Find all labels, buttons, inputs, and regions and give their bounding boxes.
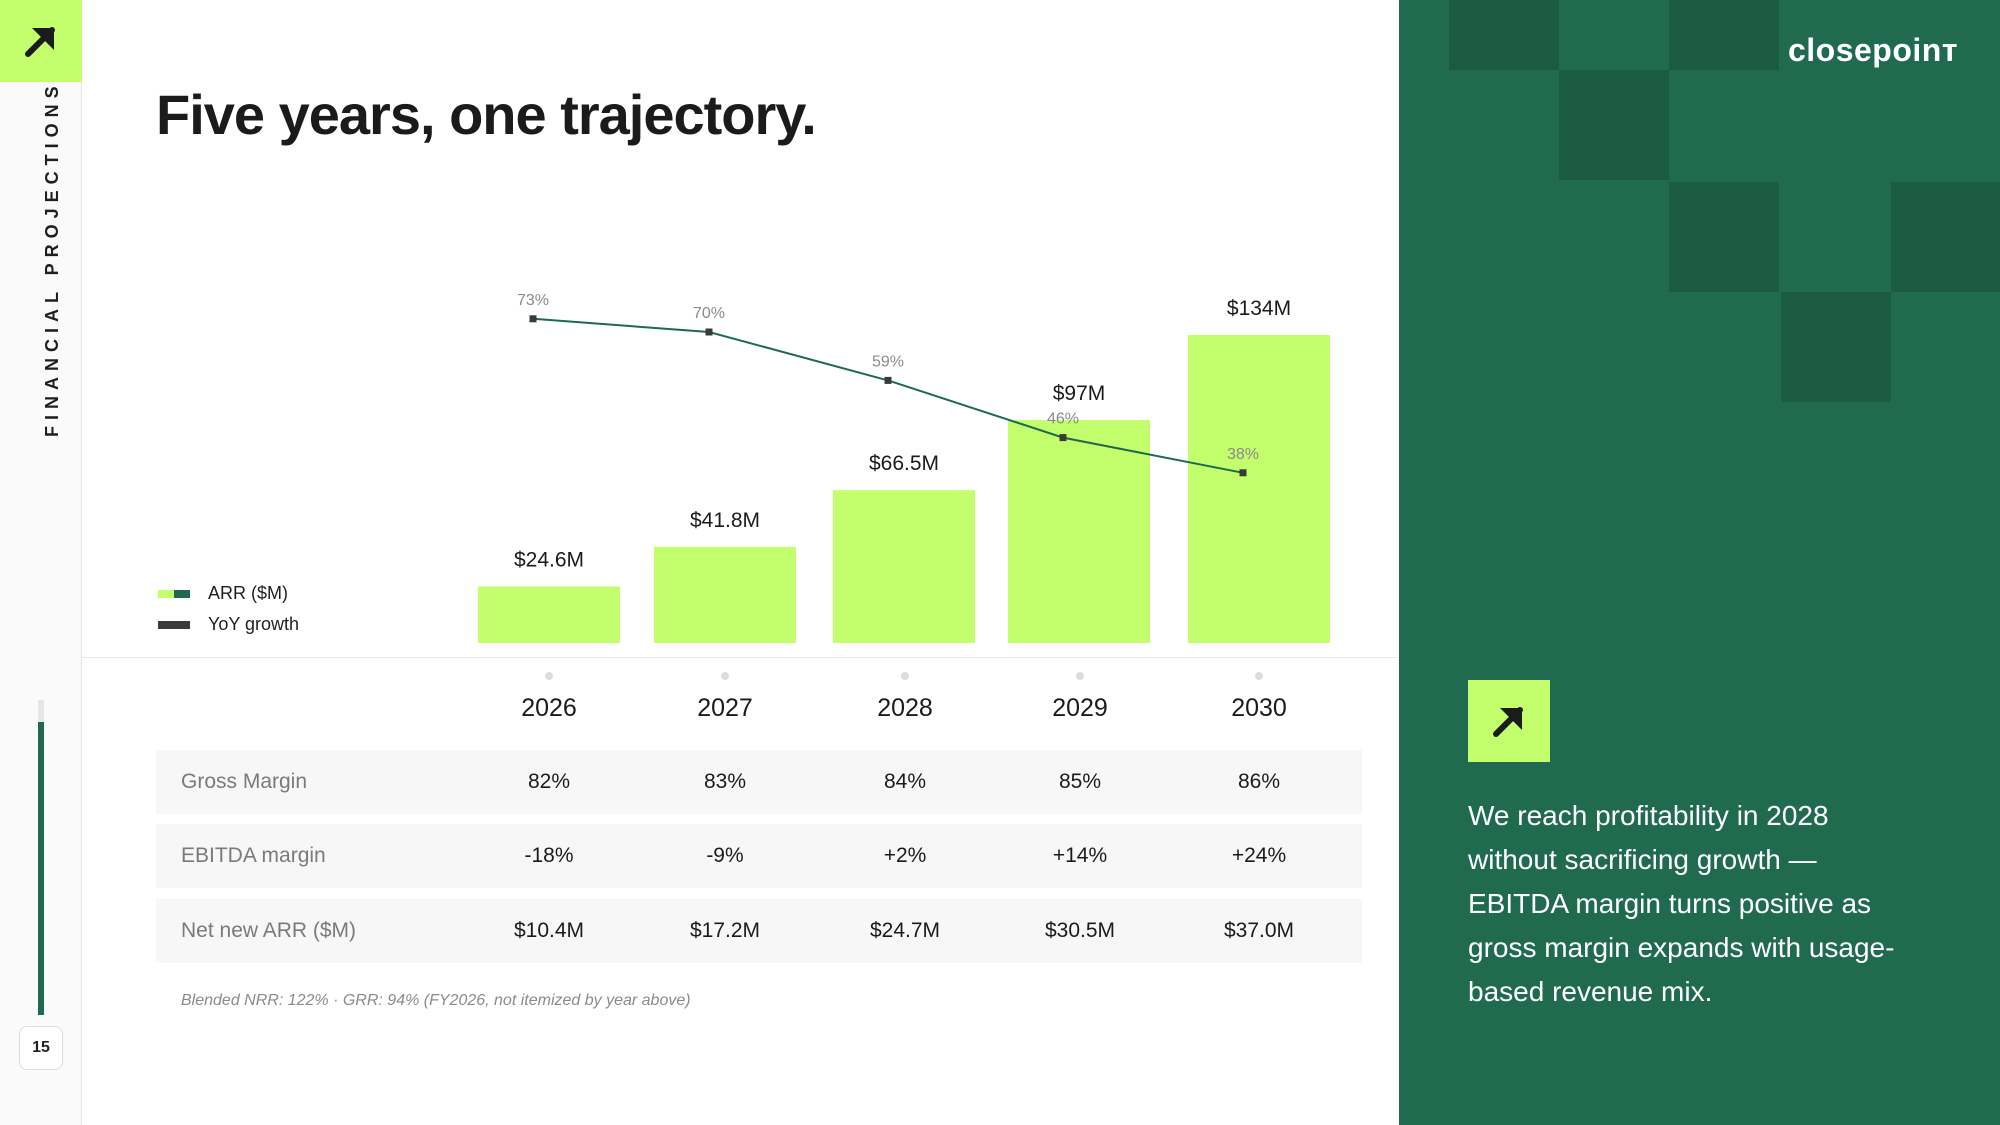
table-cell: 85% <box>1058 770 1102 793</box>
yoy-growth-label: 38% <box>1227 446 1259 463</box>
yoy-growth-point <box>884 376 892 384</box>
year-column-header: 2026 <box>479 668 619 723</box>
progress-fill <box>38 722 44 1015</box>
yoy-growth-label: 73% <box>517 292 549 309</box>
decor-square <box>1559 70 1669 180</box>
section-label: FINANCIAL PROJECTIONS <box>42 80 62 437</box>
decor-square <box>1781 292 1891 402</box>
yoy-growth-point <box>705 328 713 336</box>
row-label: Gross Margin <box>181 770 308 793</box>
legend-item-arr: ARR ($M) <box>158 578 299 609</box>
chart-divider <box>82 657 1398 658</box>
panel-badge <box>1468 680 1550 762</box>
logo-badge <box>0 0 82 82</box>
decor-square <box>1891 182 2000 292</box>
decor-square <box>1669 182 1779 292</box>
year-dot <box>1076 672 1084 680</box>
year-column-header: 2028 <box>835 668 975 723</box>
year-column-header: 2030 <box>1189 668 1329 723</box>
table-cell: +14% <box>1052 844 1108 867</box>
year-dot <box>545 672 553 680</box>
arrow-up-right-icon <box>1493 707 1523 737</box>
table-cell: $17.2M <box>689 919 761 942</box>
side-rail: FINANCIAL PROJECTIONS 15 <box>0 0 82 1125</box>
legend-swatch-arr <box>158 589 190 598</box>
table-cell: $24.7M <box>869 919 941 942</box>
table-cell: 86% <box>1237 770 1281 793</box>
progress-track <box>38 700 44 1015</box>
yoy-growth-label: 59% <box>872 353 904 370</box>
decor-square <box>1669 0 1779 70</box>
table-row-net-new-arr: Net new ARR ($M) $10.4M $17.2M $24.7M $3… <box>156 899 1362 963</box>
page-title: Five years, one trajectory. <box>156 83 817 146</box>
arrow-up-right-icon <box>25 27 55 57</box>
right-panel: closepoinт We reach profitability in 202… <box>1399 0 2000 1125</box>
yoy-growth-point <box>1059 434 1067 442</box>
arr-bar-label: $97M <box>1053 382 1106 405</box>
legend-label-yoy: YoY growth <box>208 614 300 634</box>
row-label: EBITDA margin <box>181 844 326 867</box>
table-cell: 82% <box>527 770 571 793</box>
year-label: 2026 <box>521 694 577 722</box>
arr-bar-label: $24.6M <box>514 548 584 571</box>
table-cell: 83% <box>703 770 747 793</box>
year-header: 2026 2027 2028 2029 2030 <box>0 668 1400 728</box>
year-dot <box>1255 672 1263 680</box>
page-number: 15 <box>19 1026 63 1070</box>
table-cell: -9% <box>706 844 744 867</box>
arr-bar <box>1008 420 1150 643</box>
chart-legend: ARR ($M) YoY growth <box>158 578 299 640</box>
table-row-gross-margin: Gross Margin 82% 83% 84% 85% 86% <box>156 750 1362 814</box>
panel-callout-text: We reach profitability in 2028 without s… <box>1468 800 1895 1007</box>
year-label: 2029 <box>1052 694 1108 722</box>
yoy-growth-label: 46% <box>1047 411 1079 428</box>
arr-bar-label: $134M <box>1227 297 1291 320</box>
table-cell: +2% <box>883 844 927 867</box>
year-dot <box>901 672 909 680</box>
table-cell: +24% <box>1231 844 1287 867</box>
yoy-growth-label: 70% <box>693 305 725 322</box>
legend-label-arr: ARR ($M) <box>208 583 288 603</box>
legend-item-yoy: YoY growth <box>158 609 299 640</box>
year-label: 2028 <box>877 694 933 722</box>
year-label: 2027 <box>697 694 753 722</box>
yoy-growth-point <box>1239 469 1247 477</box>
year-label: 2030 <box>1231 694 1287 722</box>
year-column-header: 2029 <box>1010 668 1150 723</box>
table-cell: 84% <box>883 770 927 793</box>
decor-square <box>1449 0 1559 70</box>
table-cell: $37.0M <box>1223 919 1295 942</box>
arr-bar <box>478 586 620 643</box>
table-row-ebitda-margin: EBITDA margin -18% -9% +2% +14% +24% <box>156 824 1362 888</box>
brand-logo: closepoinт <box>1787 32 1958 68</box>
year-dot <box>721 672 729 680</box>
year-column-header: 2027 <box>655 668 795 723</box>
table-cell: $10.4M <box>513 919 585 942</box>
arr-bar <box>833 490 975 643</box>
arr-bar <box>1188 335 1330 643</box>
arr-bar-label: $66.5M <box>869 452 939 475</box>
table-cell: $30.5M <box>1044 919 1116 942</box>
footnote: Blended NRR: 122% · GRR: 94% (FY2026, no… <box>181 992 691 1009</box>
arr-chart: $24.6M $41.8M $66.5M $97M $134M 73% 70% 59% 46% 3… <box>478 292 1330 643</box>
yoy-growth-point <box>529 315 537 323</box>
arr-bar <box>654 546 796 643</box>
legend-swatch-yoy <box>158 620 190 629</box>
arr-bar-label: $41.8M <box>690 509 760 532</box>
row-label: Net new ARR ($M) <box>181 919 357 942</box>
table-cell: -18% <box>524 844 574 867</box>
